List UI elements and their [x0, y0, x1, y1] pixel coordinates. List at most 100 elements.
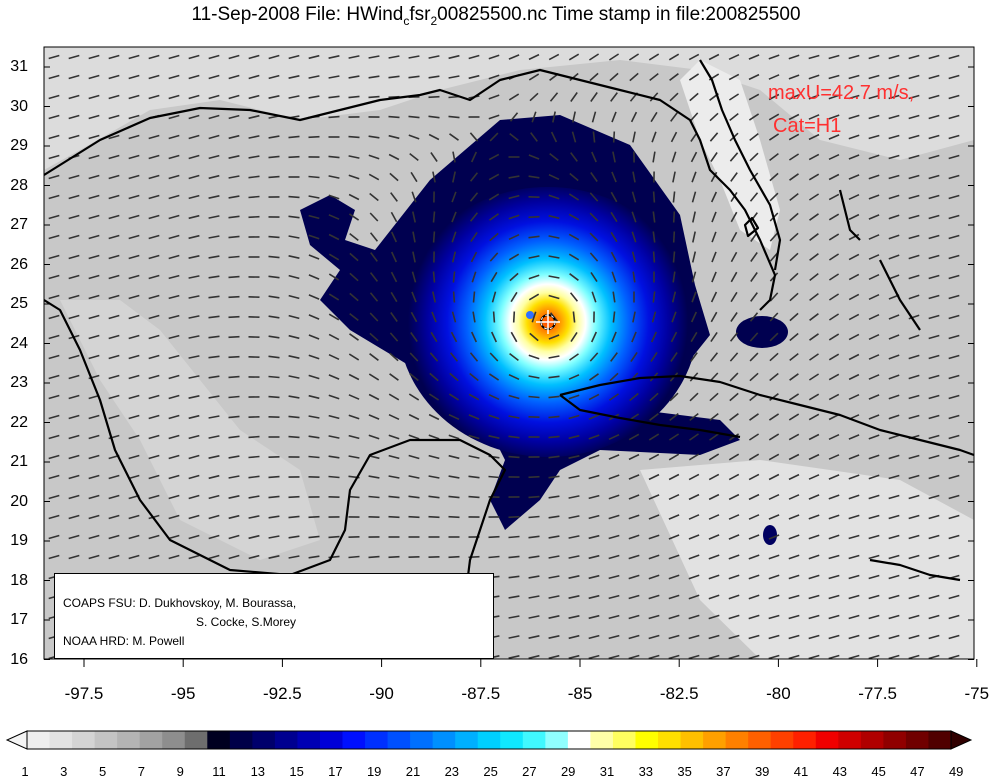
wind-vector	[588, 554, 600, 560]
colorbar-swatch	[72, 731, 96, 749]
wind-vector	[408, 495, 420, 499]
wind-vector	[48, 54, 60, 60]
wind-vector	[748, 614, 760, 620]
wind-vector	[730, 231, 738, 243]
wind-vector	[308, 535, 320, 539]
wind-vector	[48, 174, 60, 180]
x-tick-label: -82.5	[659, 684, 699, 703]
wind-vector	[708, 574, 720, 580]
wind-vector	[68, 114, 80, 120]
wind-vector	[469, 352, 479, 362]
wind-vector	[670, 331, 678, 343]
wind-vector	[328, 535, 340, 539]
wind-vector	[528, 274, 540, 280]
wind-vector	[368, 135, 380, 139]
wind-vector	[528, 293, 540, 301]
wind-vector	[68, 314, 80, 320]
wind-vector	[470, 251, 478, 263]
colorbar-swatch	[500, 731, 524, 749]
wind-vector	[188, 275, 200, 279]
y-tick-label: 16	[10, 650, 28, 668]
wind-vector	[489, 213, 499, 221]
y-tick-label: 25	[10, 295, 28, 312]
wind-vector	[848, 74, 860, 80]
wind-vector	[828, 454, 840, 460]
wind-vector	[88, 134, 100, 140]
wind-vector	[370, 252, 378, 262]
wind-vector	[632, 171, 636, 183]
wind-vector	[928, 554, 940, 560]
wind-vector	[928, 94, 940, 100]
wind-vector	[748, 594, 760, 600]
wind-vector	[611, 111, 617, 123]
wind-vector	[148, 54, 160, 60]
wind-vector	[868, 614, 880, 620]
wind-vector	[508, 415, 520, 419]
wind-vector	[448, 515, 460, 519]
wind-vector	[888, 394, 900, 400]
wind-vector	[888, 354, 900, 360]
wind-vector	[388, 413, 400, 421]
wind-vector	[612, 291, 616, 303]
wind-vector	[528, 555, 540, 559]
wind-vector	[448, 434, 460, 440]
wind-vector	[788, 74, 800, 80]
wind-vector	[68, 274, 80, 280]
wind-vector	[88, 534, 100, 540]
wind-vector	[848, 94, 860, 100]
wind-vector	[428, 434, 440, 440]
wind-vector	[710, 331, 718, 343]
wind-vector	[788, 534, 800, 540]
colorbar-tick-label: 9	[176, 764, 184, 779]
wind-vector	[228, 155, 240, 159]
wind-vector	[868, 134, 880, 140]
wind-vector	[608, 554, 620, 560]
wind-vector	[548, 355, 560, 359]
wind-vector	[328, 313, 340, 321]
wind-vector	[808, 554, 820, 560]
wind-vector	[128, 134, 140, 140]
colorbar-swatch	[725, 731, 749, 749]
wind-vector	[769, 172, 779, 182]
wind-vector	[488, 414, 500, 420]
page-title: 11-Sep-2008 File: HWindcfsr200825500.nc …	[191, 4, 801, 28]
colorbar-swatch	[793, 731, 817, 749]
wind-vector	[108, 174, 120, 180]
wind-vector	[729, 352, 739, 362]
wind-vector	[848, 293, 860, 301]
wind-vector	[128, 354, 140, 360]
wind-vector	[768, 93, 780, 101]
wind-vector	[469, 372, 479, 382]
wind-vector	[488, 435, 500, 439]
wind-vector	[108, 494, 120, 500]
wind-vector	[631, 191, 637, 203]
wind-vector	[729, 332, 739, 342]
wind-vector	[648, 654, 660, 659]
wind-vector	[432, 271, 436, 283]
wind-vector	[368, 495, 380, 499]
wind-vector	[928, 194, 940, 200]
wind-vector	[390, 192, 398, 202]
colorbar-tick-label: 47	[910, 764, 925, 779]
wind-vector	[48, 394, 60, 400]
wind-vector	[68, 354, 80, 360]
wind-vector	[208, 195, 220, 199]
wind-vector	[168, 194, 180, 200]
wind-vector	[388, 434, 400, 440]
wind-vector	[208, 534, 220, 540]
wind-vector	[611, 331, 617, 343]
wind-vector	[652, 291, 656, 303]
wind-vector	[449, 372, 459, 382]
wind-vector	[670, 112, 678, 122]
wind-vector	[288, 135, 300, 139]
wind-vector	[48, 274, 60, 280]
wind-vector	[631, 251, 637, 263]
wind-vector	[569, 292, 579, 302]
wind-vector	[728, 53, 740, 61]
wind-vector	[568, 634, 580, 640]
wind-vector	[848, 654, 860, 659]
y-tick-label: 27	[10, 216, 28, 233]
wind-vector	[288, 274, 300, 280]
wind-vector	[928, 514, 940, 520]
wind-vector	[188, 194, 200, 200]
